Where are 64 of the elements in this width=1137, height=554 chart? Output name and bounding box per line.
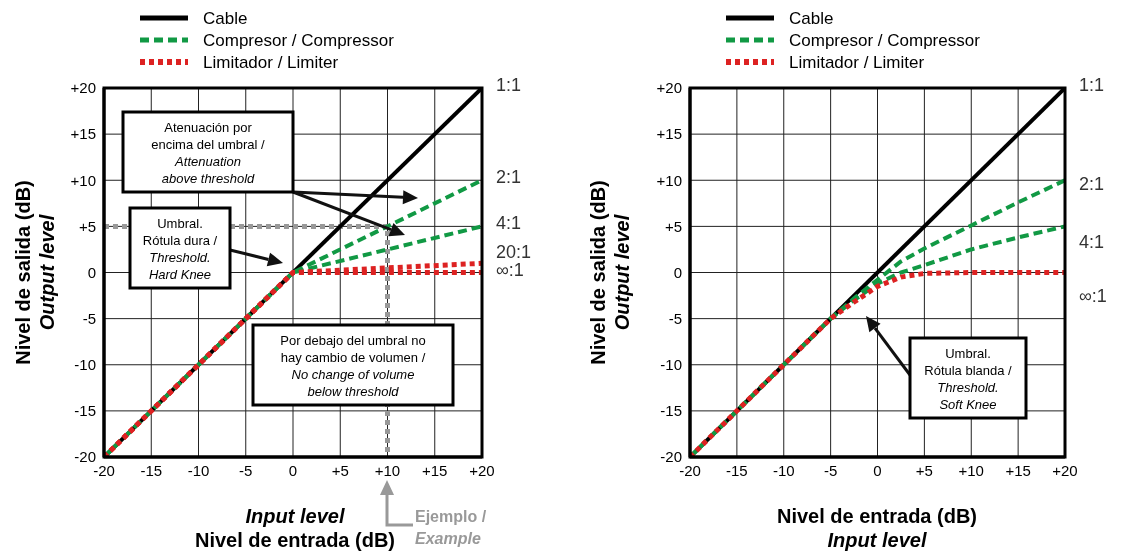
x-tick-label: -20	[93, 461, 115, 479]
y-tick-label: -10	[74, 356, 96, 374]
text: 1:1	[496, 74, 522, 95]
y-tick-label: -10	[660, 356, 682, 374]
legend-label: Limitador / Limiter	[203, 53, 339, 72]
x-axis-title: Input level Nivel de entrada (dB)	[194, 505, 396, 551]
y-tick-label: +5	[78, 217, 96, 235]
x-tick-label: -15	[140, 461, 163, 479]
x-axis-title: Nivel de entrada (dB) Input level	[776, 505, 978, 551]
legend-label: Limitador / Limiter	[789, 53, 925, 72]
x-tick-label: +20	[1052, 461, 1078, 479]
x-tick-label: +5	[915, 461, 933, 479]
x-tick-label: -5	[823, 461, 838, 479]
y-axis-title: Nivel de salida (dB) Output level	[12, 180, 58, 365]
note-box: Atenuación por encima del umbral / Attenuation above threshold	[121, 110, 295, 194]
x-tick-label: -20	[679, 461, 701, 479]
note-box: Umbral. Rótula blanda / Threshold. Soft Knee	[908, 336, 1028, 420]
text: Ejemplo / Example	[415, 508, 487, 547]
y-tick-label: 0	[673, 263, 682, 281]
y-tick-label: +10	[656, 171, 682, 189]
legend-label: Cable	[789, 9, 834, 28]
y-tick-label: -20	[660, 448, 682, 466]
y-tick-label: -15	[74, 402, 96, 420]
x-tick-label: +15	[422, 461, 448, 479]
y-tick-label: +10	[70, 171, 96, 189]
y-tick-label: -20	[74, 448, 96, 466]
y-tick-label: +15	[656, 125, 682, 143]
annotation: Umbral. Rótula dura / Threshold. Hard Knee	[142, 215, 218, 282]
y-axis-title: Nivel de salida (dB) Output level	[587, 180, 633, 365]
text: ∞:1	[496, 259, 524, 280]
y-tick-label: -5	[668, 309, 682, 327]
annotation: Atenuación por encima del umbral / Attenuation above threshold	[151, 119, 266, 186]
x-tick-label: -10	[772, 461, 795, 479]
text: 4:1	[1079, 231, 1105, 252]
legend-label: Compresor / Compressor	[789, 31, 981, 50]
note-box: Umbral. Rótula dura / Threshold. Hard Knee	[128, 206, 232, 290]
annotation: Umbral. Rótula blanda / Threshold. Soft Knee	[924, 345, 1013, 412]
x-tick-label: +5	[331, 461, 349, 479]
x-tick-label: +10	[958, 461, 984, 479]
y-tick-label: -5	[82, 309, 96, 327]
legend-label: Cable	[203, 9, 248, 28]
text: 20:1	[496, 241, 532, 262]
x-tick-label: 0	[288, 461, 298, 479]
text: 2:1	[496, 166, 522, 187]
x-tick-label: +20	[469, 461, 495, 479]
x-tick-label: +10	[374, 461, 401, 479]
y-tick-label: +15	[70, 125, 96, 143]
note-box: Por debajo del umbral no hay cambio de volumen / No change of volume below threshold	[251, 323, 455, 407]
text: 4:1	[496, 212, 522, 233]
y-tick-label: +20	[70, 79, 96, 97]
y-tick-label: -15	[660, 402, 682, 420]
annotation: Por debajo del umbral no hay cambio de volumen / No change of volume below threshold	[280, 332, 426, 399]
x-tick-label: -15	[726, 461, 748, 479]
x-tick-label: +15	[1005, 461, 1031, 479]
text: 2:1	[1079, 173, 1105, 194]
x-tick-label: -10	[187, 461, 210, 479]
text: ∞:1	[1079, 285, 1107, 306]
y-tick-label: 0	[87, 263, 96, 281]
y-tick-label: +5	[664, 217, 682, 235]
x-tick-label: 0	[873, 461, 882, 479]
y-tick-label: +20	[656, 79, 682, 97]
legend-label: Compresor / Compressor	[203, 31, 395, 50]
x-tick-label: -5	[239, 461, 253, 479]
text: 1:1	[1079, 74, 1105, 95]
